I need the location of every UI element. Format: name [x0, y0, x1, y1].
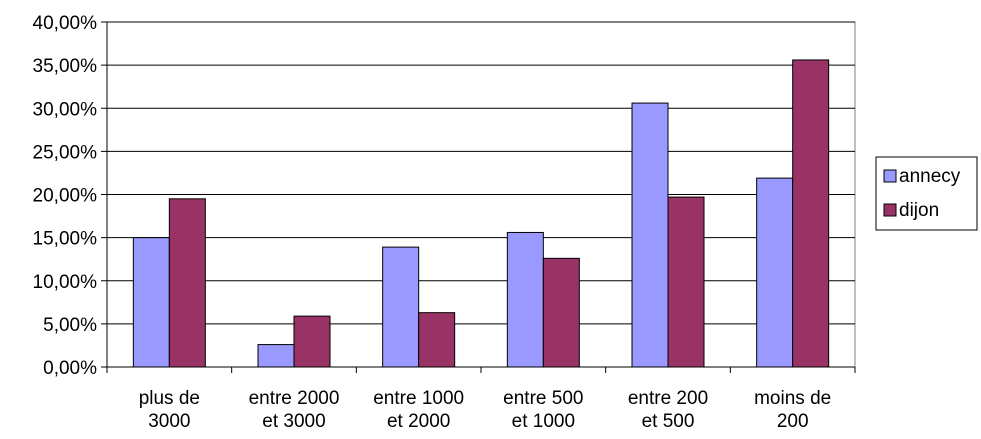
legend-swatch-annecy — [883, 169, 897, 183]
legend-box — [875, 156, 978, 231]
bar-annecy — [631, 102, 669, 368]
y-tick-label: 30,00% — [33, 99, 98, 120]
y-tick-label: 15,00% — [33, 229, 98, 250]
bar-annecy — [506, 231, 544, 368]
y-tick-label: 10,00% — [33, 272, 98, 293]
bar-dijon — [667, 196, 705, 368]
x-tick-label: entre 1000 et 2000 — [373, 388, 464, 432]
y-tick-label: 25,00% — [33, 142, 98, 163]
bar-annecy — [132, 237, 170, 368]
x-tick-label: entre 2000 et 3000 — [249, 388, 340, 432]
legend-label-dijon: dijon — [899, 200, 939, 221]
x-tick-label: entre 200 et 500 — [628, 388, 708, 432]
bar-annecy — [382, 246, 420, 368]
bar-dijon — [418, 312, 456, 368]
x-tick-label: plus de 3000 — [139, 388, 200, 432]
x-tick-label: entre 500 et 1000 — [503, 388, 583, 432]
bar-annecy — [257, 344, 295, 368]
y-tick-label: 35,00% — [33, 56, 98, 77]
y-tick-label: 0,00% — [43, 358, 97, 379]
x-tick-label: moins de 200 — [754, 388, 831, 432]
bar-annecy — [756, 177, 794, 368]
legend-swatch-dijon — [883, 203, 897, 217]
y-tick-label: 20,00% — [33, 186, 98, 207]
bar-dijon — [293, 315, 331, 368]
x-axis: plus de 3000 entre 2000 et 3000 entre 1000 et… — [106, 366, 856, 432]
bar-dijon — [168, 198, 206, 368]
y-tick-label: 5,00% — [43, 315, 97, 336]
gridlines — [107, 21, 855, 325]
y-axis: 0,00% 5,00% 10,00% 15,00% 20,00% 25,00% 30,00%… — [33, 13, 108, 379]
y-tick-label: 40,00% — [33, 13, 98, 34]
bars — [132, 59, 830, 368]
bar-dijon — [792, 59, 830, 368]
bar-dijon — [542, 257, 580, 368]
legend-label-annecy: annecy — [899, 166, 961, 187]
legend: annecy dijon — [875, 156, 978, 231]
